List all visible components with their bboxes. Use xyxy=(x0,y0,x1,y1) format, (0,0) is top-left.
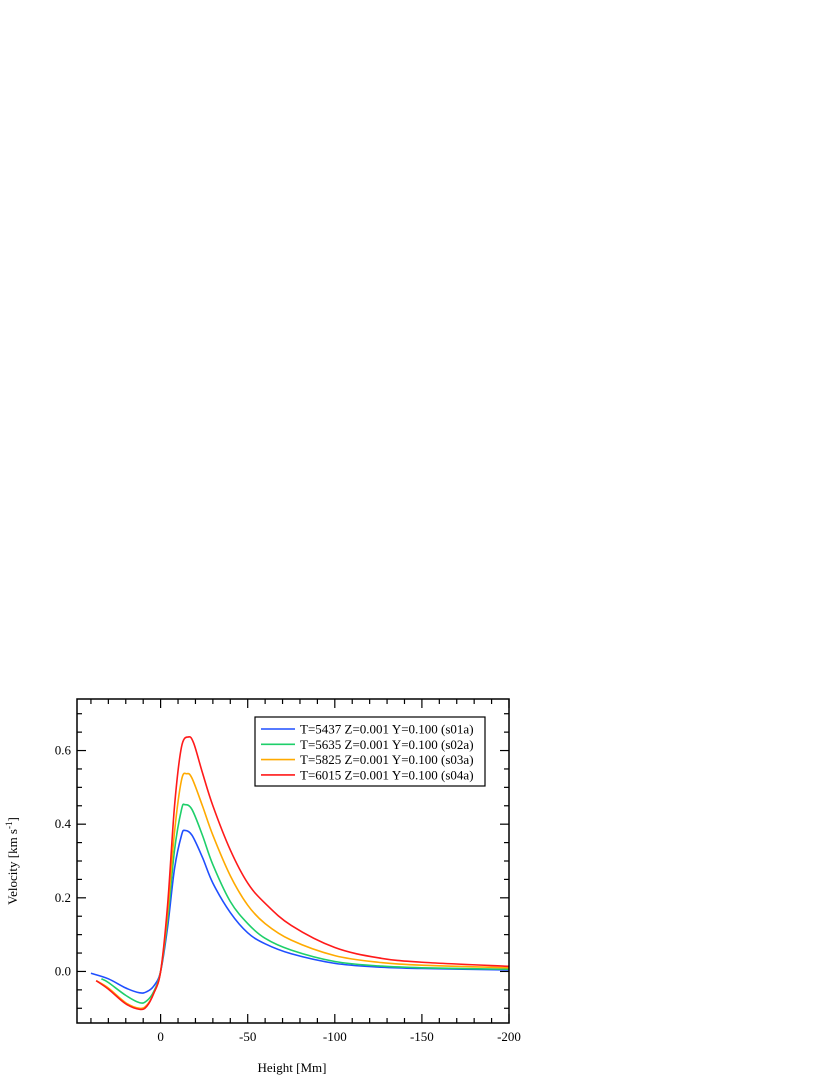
legend-label: T=5437 Z=0.001 Y=0.100 (s01a) xyxy=(300,722,474,737)
x-axis-label: Height [Mm] xyxy=(258,1060,327,1075)
series-line-1 xyxy=(90,829,510,994)
x-tick-labels: 0 -50 -100 -150 -200 xyxy=(157,1029,521,1044)
x-tick-label: -100 xyxy=(323,1029,347,1044)
x-tick-label: 0 xyxy=(157,1029,164,1044)
axis-ticks xyxy=(77,699,510,1023)
series-line-2 xyxy=(101,803,510,1004)
legend: T=5437 Z=0.001 Y=0.100 (s01a)T=5635 Z=0.… xyxy=(254,716,486,787)
series-line-3 xyxy=(95,772,510,1010)
y-tick-label: 0.6 xyxy=(55,743,72,758)
legend-label: T=5635 Z=0.001 Y=0.100 (s02a) xyxy=(300,737,474,752)
x-tick-label: -200 xyxy=(497,1029,521,1044)
x-tick-label: -150 xyxy=(410,1029,434,1044)
plot-frame xyxy=(76,698,510,1024)
series-line-4 xyxy=(95,735,510,1011)
y-tick-label: 0.0 xyxy=(55,963,71,978)
x-tick-label: -50 xyxy=(239,1029,256,1044)
y-axis-label: Velocity [km s-1] xyxy=(4,817,20,905)
y-tick-label: 0.2 xyxy=(55,890,71,905)
legend-label: T=6015 Z=0.001 Y=0.100 (s04a) xyxy=(300,767,474,782)
y-tick-labels: 0.0 0.2 0.4 0.6 xyxy=(55,743,72,979)
y-tick-label: 0.4 xyxy=(55,816,72,831)
series-lines xyxy=(90,735,510,1011)
legend-label: T=5825 Z=0.001 Y=0.100 (s03a) xyxy=(300,752,474,767)
